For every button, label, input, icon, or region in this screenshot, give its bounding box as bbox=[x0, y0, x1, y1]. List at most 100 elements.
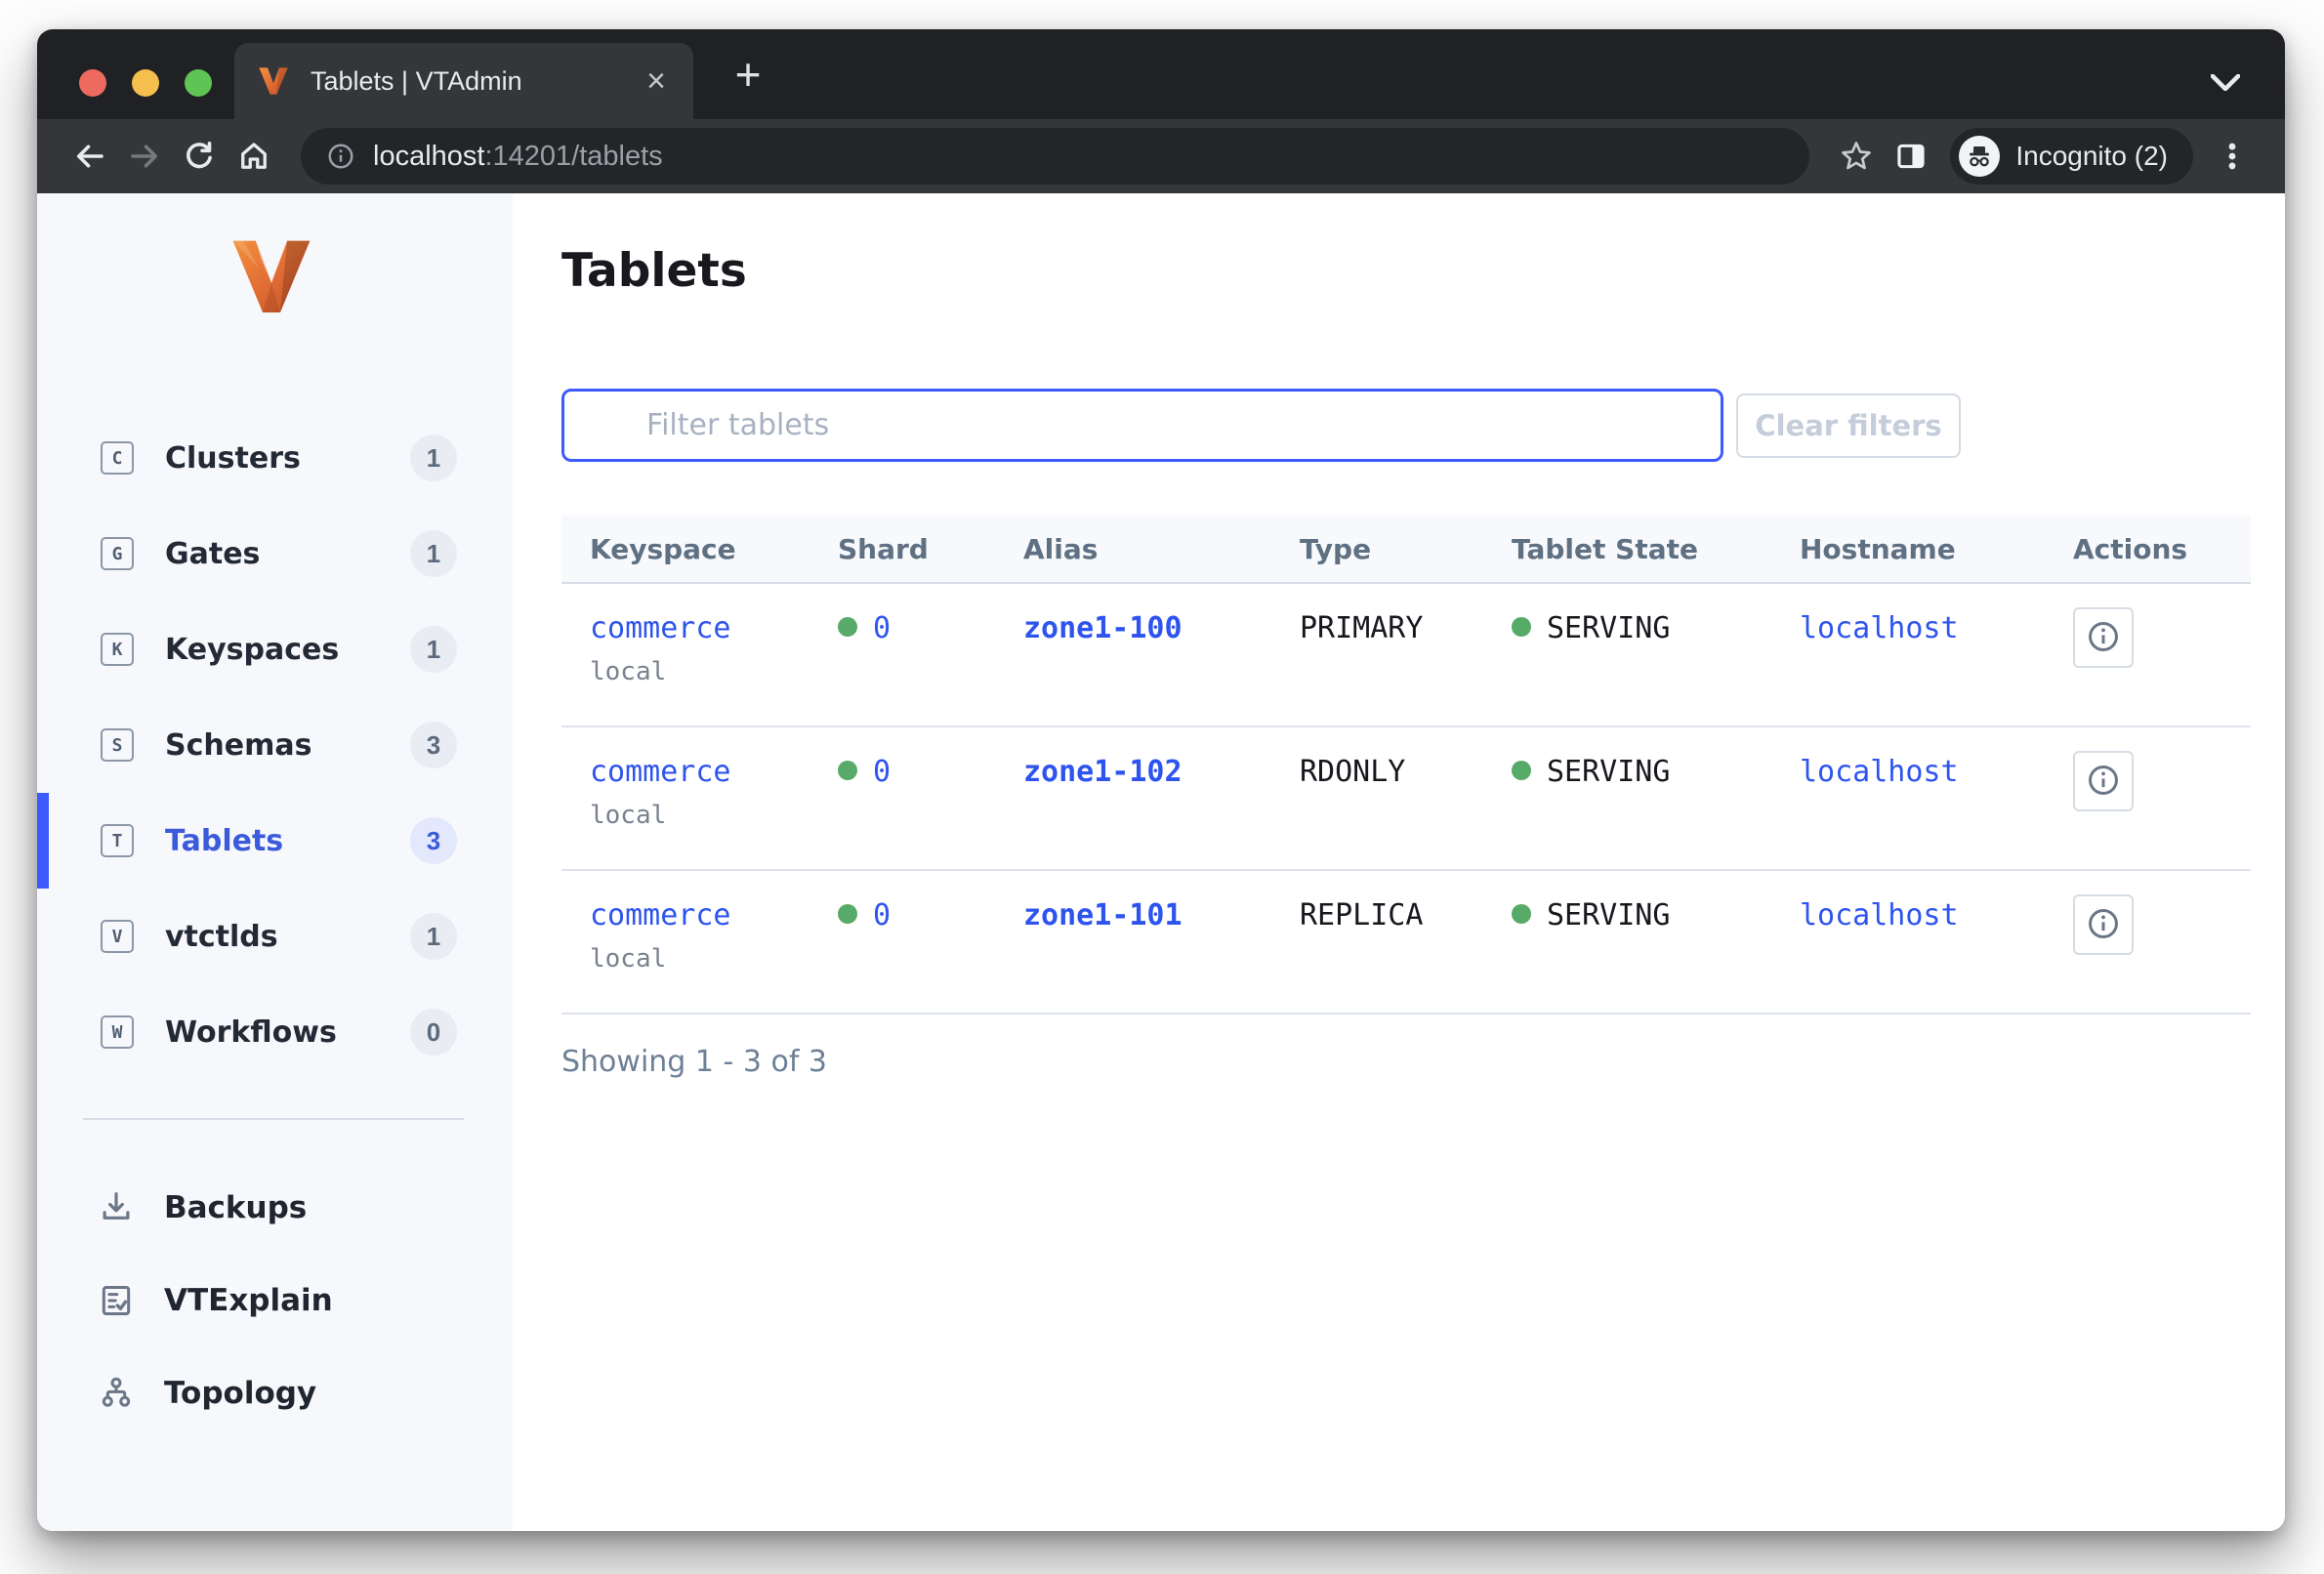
keyspace-link[interactable]: commerce bbox=[590, 611, 731, 645]
cluster-name: local bbox=[590, 944, 667, 973]
hostname-link[interactable]: localhost bbox=[1800, 611, 1959, 645]
download-icon bbox=[98, 1189, 135, 1226]
zoom-window-button[interactable] bbox=[185, 69, 212, 97]
tablet-type: PRIMARY bbox=[1300, 611, 1424, 645]
minimize-window-button[interactable] bbox=[132, 69, 159, 97]
url-host: localhost bbox=[373, 140, 485, 172]
tab-close-icon[interactable]: × bbox=[646, 62, 666, 100]
page-content: C Clusters 1 G Gates 1 K Keyspaces 1 bbox=[37, 193, 2285, 1531]
browser-tab[interactable]: Tablets | VTAdmin × bbox=[234, 43, 693, 119]
column-header: Type bbox=[1300, 532, 1372, 565]
clear-filters-button[interactable]: Clear filters bbox=[1736, 394, 1961, 458]
sidebar-item-gates[interactable]: G Gates 1 bbox=[37, 506, 513, 601]
count-badge: 3 bbox=[410, 817, 457, 864]
sidebar-item-vtctlds[interactable]: V vtctlds 1 bbox=[37, 889, 513, 984]
shard-link[interactable]: 0 bbox=[873, 898, 892, 932]
table-header-row: Keyspace Shard Alias Type Tablet State H… bbox=[561, 516, 2251, 584]
tablet-info-button[interactable] bbox=[2073, 751, 2134, 811]
sidebar-item-workflows[interactable]: W Workflows 0 bbox=[37, 984, 513, 1080]
chevron-down-icon[interactable] bbox=[2210, 73, 2241, 92]
cluster-name: local bbox=[590, 657, 667, 686]
sidebar-item-label: VTExplain bbox=[164, 1282, 333, 1318]
sidebar-item-tablets[interactable]: T Tablets 3 bbox=[37, 793, 513, 889]
vitess-logo[interactable] bbox=[229, 237, 313, 315]
back-icon[interactable] bbox=[62, 129, 117, 184]
column-header: Actions bbox=[2073, 532, 2188, 565]
main-panel: Tablets Clear filters Keyspace Shard Ali… bbox=[513, 193, 2285, 1531]
sidebar-item-schemas[interactable]: S Schemas 3 bbox=[37, 697, 513, 793]
shard-link[interactable]: 0 bbox=[873, 755, 892, 789]
column-header: Hostname bbox=[1800, 532, 1956, 565]
sidebar-item-label: Tablets bbox=[165, 823, 284, 858]
tablet-state: SERVING bbox=[1547, 898, 1671, 932]
tablet-state: SERVING bbox=[1547, 611, 1671, 645]
sidebar-item-label: Gates bbox=[165, 536, 261, 571]
tab-strip: Tablets | VTAdmin × + bbox=[37, 29, 2285, 119]
sidebar-item-label: Workflows bbox=[165, 1015, 337, 1050]
incognito-label: Incognito (2) bbox=[2015, 141, 2168, 171]
browser-toolbar: localhost:14201/tablets Incognito (2) bbox=[37, 119, 2285, 193]
tablets-table: Keyspace Shard Alias Type Tablet State H… bbox=[561, 516, 2251, 1015]
cluster-name: local bbox=[590, 801, 667, 830]
shard-status-dot bbox=[838, 617, 857, 637]
bookmark-star-icon[interactable] bbox=[1829, 129, 1884, 184]
keyspace-link[interactable]: commerce bbox=[590, 755, 731, 789]
incognito-badge[interactable]: Incognito (2) bbox=[1950, 128, 2193, 185]
hostname-link[interactable]: localhost bbox=[1800, 898, 1959, 932]
tablet-info-button[interactable] bbox=[2073, 607, 2134, 668]
serving-status-dot bbox=[1512, 904, 1531, 924]
table-row: commerce local 0 zone1-102 RDONLY SERVIN… bbox=[561, 727, 2251, 871]
address-bar[interactable]: localhost:14201/tablets bbox=[301, 128, 1810, 185]
count-badge: 1 bbox=[410, 530, 457, 577]
tablet-state: SERVING bbox=[1547, 755, 1671, 789]
tablet-type: REPLICA bbox=[1300, 898, 1424, 932]
document-check-icon bbox=[98, 1282, 135, 1319]
tablet-alias-link[interactable]: zone1-100 bbox=[1023, 611, 1183, 645]
page-title: Tablets bbox=[561, 244, 747, 298]
tablet-info-button[interactable] bbox=[2073, 894, 2134, 955]
topology-icon bbox=[98, 1375, 135, 1412]
sidebar-item-clusters[interactable]: C Clusters 1 bbox=[37, 410, 513, 506]
sidebar-nav: C Clusters 1 G Gates 1 K Keyspaces 1 bbox=[37, 410, 513, 1080]
sidebar-item-vtexplain[interactable]: VTExplain bbox=[37, 1254, 513, 1346]
hostname-link[interactable]: localhost bbox=[1800, 755, 1959, 789]
tablet-alias-link[interactable]: zone1-102 bbox=[1023, 755, 1183, 789]
count-badge: 1 bbox=[410, 913, 457, 960]
count-badge: 3 bbox=[410, 722, 457, 768]
sidebar-item-label: vtctlds bbox=[165, 919, 278, 954]
url-path: :14201/tablets bbox=[484, 140, 663, 172]
home-icon[interactable] bbox=[227, 129, 281, 184]
side-panel-icon[interactable] bbox=[1884, 129, 1938, 184]
site-info-icon[interactable] bbox=[326, 142, 355, 171]
sidebar-item-topology[interactable]: Topology bbox=[37, 1346, 513, 1439]
shard-status-dot bbox=[838, 761, 857, 780]
tablet-alias-link[interactable]: zone1-101 bbox=[1023, 898, 1183, 932]
column-header: Shard bbox=[838, 532, 929, 565]
window-controls bbox=[79, 69, 212, 97]
column-header: Tablet State bbox=[1512, 532, 1698, 565]
sidebar-item-keyspaces[interactable]: K Keyspaces 1 bbox=[37, 601, 513, 697]
clusters-letter-icon: C bbox=[101, 441, 134, 475]
results-summary: Showing 1 - 3 of 3 bbox=[561, 1045, 828, 1079]
close-window-button[interactable] bbox=[79, 69, 106, 97]
sidebar-item-backups[interactable]: Backups bbox=[37, 1161, 513, 1254]
info-icon bbox=[2085, 762, 2122, 802]
reload-icon[interactable] bbox=[172, 129, 227, 184]
forward-icon[interactable] bbox=[117, 129, 172, 184]
sidebar-item-label: Clusters bbox=[165, 440, 301, 476]
workflows-letter-icon: W bbox=[101, 1015, 134, 1049]
shard-link[interactable]: 0 bbox=[873, 611, 892, 645]
incognito-icon bbox=[1959, 136, 2001, 177]
sidebar-tools: Backups VTExplain Topology bbox=[37, 1161, 513, 1439]
sidebar-item-label: Backups bbox=[164, 1189, 308, 1225]
tablet-type: RDONLY bbox=[1300, 755, 1406, 789]
filter-tablets-input[interactable] bbox=[561, 389, 1723, 462]
sidebar-item-label: Topology bbox=[164, 1375, 317, 1411]
vitess-favicon-icon bbox=[258, 66, 289, 96]
info-icon bbox=[2085, 618, 2122, 658]
count-badge: 1 bbox=[410, 626, 457, 673]
menu-dots-icon[interactable] bbox=[2205, 129, 2260, 184]
new-tab-button[interactable]: + bbox=[734, 49, 762, 100]
keyspace-link[interactable]: commerce bbox=[590, 898, 731, 932]
